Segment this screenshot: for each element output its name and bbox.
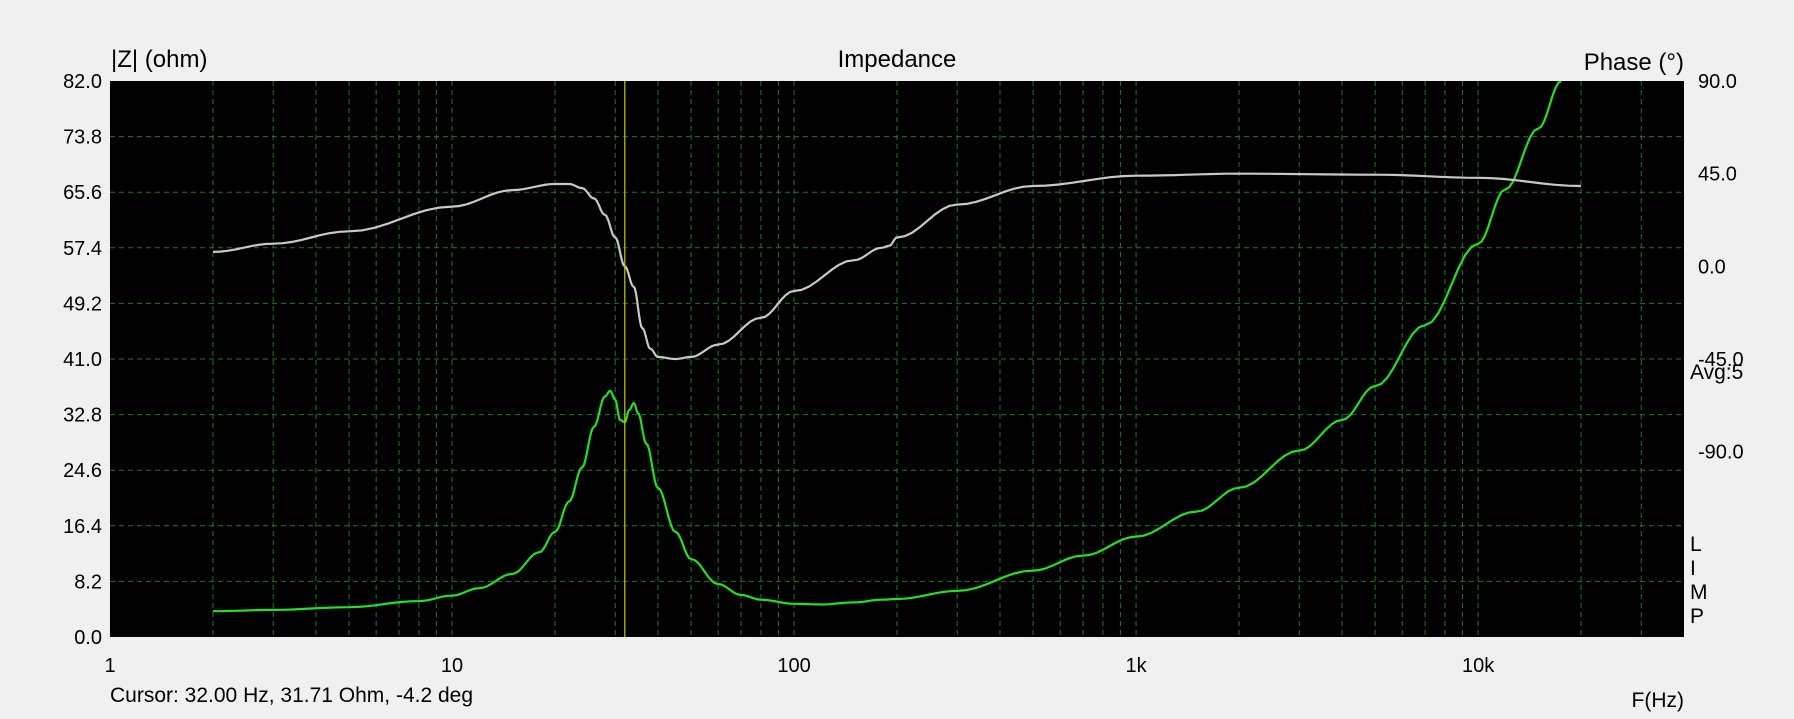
- mode-letter: P: [1690, 605, 1704, 628]
- y-left-tick-label: 32.8: [63, 405, 102, 427]
- mode-letter: L: [1690, 533, 1702, 556]
- averaging-label: Avg:5: [1690, 361, 1743, 384]
- y-left-tick-label: 65.6: [63, 182, 102, 204]
- y-left-tick-label: 73.8: [63, 127, 102, 149]
- y-right-tick-label: 0.0: [1698, 256, 1726, 278]
- phase-curve: [212, 172, 1582, 361]
- y-right-tick-label: -90.0: [1698, 442, 1744, 464]
- y-left-tick-label: 24.6: [63, 460, 102, 482]
- grid-lines: [110, 81, 1684, 637]
- y-left-tick-label: 8.2: [74, 571, 102, 593]
- x-tick-label: 1: [104, 655, 115, 677]
- impedance-curve: [213, 81, 1562, 613]
- data-series: [212, 81, 1582, 613]
- x-tick-label: 10: [441, 655, 463, 677]
- x-tick-label: 10k: [1462, 655, 1495, 677]
- y-right-axis-label: Phase (°): [1584, 49, 1684, 76]
- x-axis-label: F(Hz): [1632, 689, 1684, 712]
- y-right-tick-label: -45.0: [1698, 349, 1744, 371]
- y-left-tick-label: 41.0: [63, 349, 102, 371]
- y-left-tick-label: 0.0: [74, 627, 102, 649]
- x-tick-label: 1k: [1125, 655, 1147, 677]
- y-left-tick-label: 49.2: [63, 293, 102, 315]
- y-left-tick-label: 82.0: [63, 71, 102, 93]
- y-left-axis-label: |Z| (ohm): [111, 46, 207, 73]
- axes: 82.0 73.8 65.6 57.4 49.2 41.0 32.8 24.6 16.4 8.2 0…: [63, 71, 1744, 677]
- y-right-tick-label: 90.0: [1698, 71, 1737, 93]
- y-left-tick-label: 57.4: [63, 238, 102, 260]
- chart-title: Impedance: [838, 46, 957, 73]
- mode-letter: I: [1690, 557, 1696, 580]
- x-tick-label: 100: [777, 655, 810, 677]
- cursor-readout: Cursor: 32.00 Hz, 31.71 Ohm, -4.2 deg: [110, 684, 474, 707]
- y-left-tick-label: 16.4: [63, 516, 102, 538]
- y-right-tick-label: 45.0: [1698, 164, 1737, 186]
- mode-letter: M: [1690, 581, 1708, 604]
